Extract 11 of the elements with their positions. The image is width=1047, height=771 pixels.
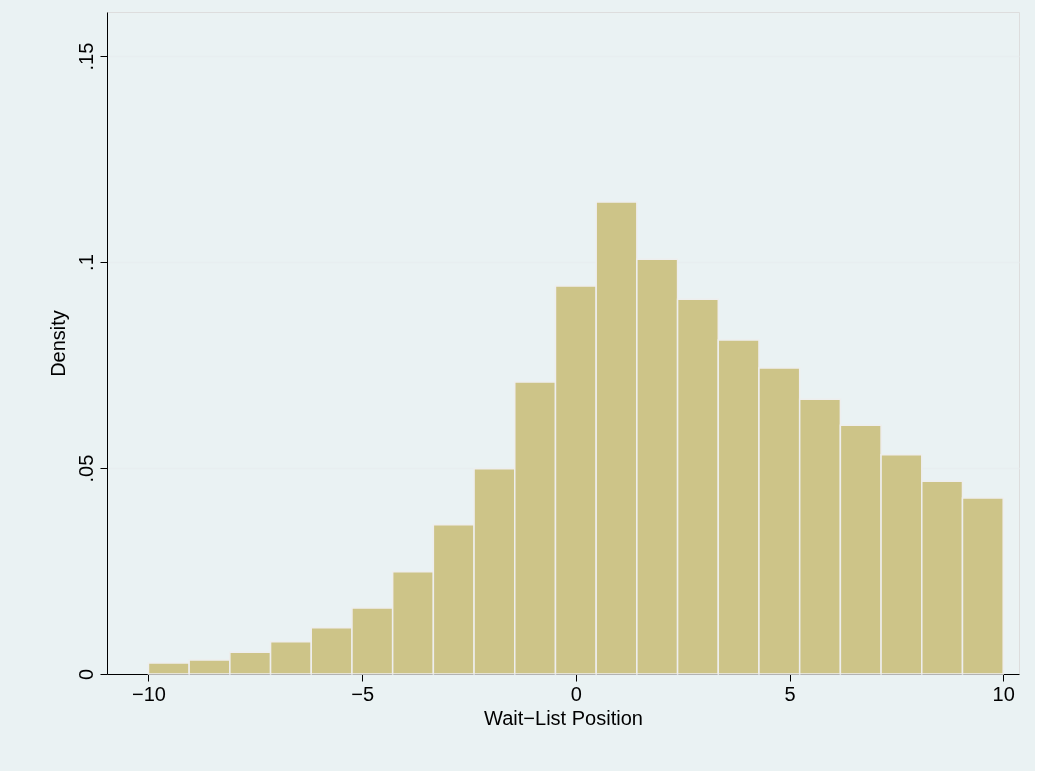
- y-tick-label: .15: [74, 42, 97, 71]
- x-tick-label: 5: [784, 682, 796, 705]
- y-tick-label: 0: [74, 668, 97, 681]
- y-axis-title: Density: [46, 310, 69, 377]
- y-tick-label: .1: [74, 254, 97, 271]
- x-tick-label: −10: [131, 682, 166, 705]
- x-tick-label: 10: [992, 682, 1015, 705]
- x-tick-label: −5: [351, 682, 375, 705]
- x-axis-title: Wait−List Position: [484, 706, 643, 729]
- x-tick-label: 0: [570, 682, 582, 705]
- y-tick-label: .05: [74, 454, 97, 483]
